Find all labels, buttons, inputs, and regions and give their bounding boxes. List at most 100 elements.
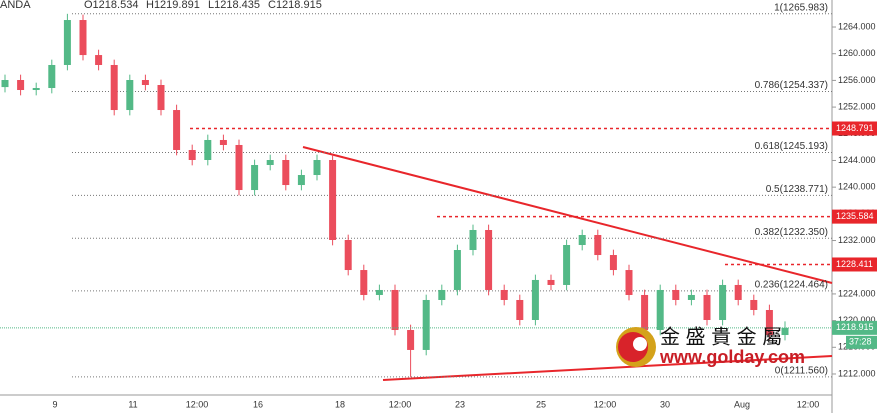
- candle-body: [469, 229, 477, 251]
- watermark-url: www.golday.com: [659, 347, 805, 367]
- candle-body: [438, 289, 446, 300]
- candle-body: [157, 85, 165, 111]
- candle-body: [313, 160, 321, 176]
- ohlc-high: H1219.891: [146, 0, 200, 11]
- candle-body: [594, 234, 602, 256]
- candle-body: [656, 289, 664, 331]
- y-tick-label: 1260.000: [838, 48, 876, 58]
- x-tick-label: 12:00: [186, 399, 209, 409]
- candle-body: [734, 284, 742, 300]
- x-tick-label: 18: [335, 399, 345, 409]
- candle-body: [173, 110, 181, 150]
- countdown-label: 37:28: [849, 337, 872, 347]
- fib-label: 0.5(1238.771): [766, 184, 828, 195]
- x-tick-label: 23: [455, 399, 465, 409]
- candle-body: [251, 165, 259, 191]
- watermark: 金 盛 貴 金 屬 www.golday.com: [616, 325, 805, 367]
- candle-body: [516, 299, 524, 321]
- level-tag: [832, 257, 877, 272]
- y-tick-label: 1252.000: [838, 101, 876, 111]
- fib-label: 1(1265.983): [774, 2, 828, 13]
- candle-body: [126, 80, 134, 111]
- candle-body: [48, 64, 56, 89]
- candle-body: [672, 289, 680, 300]
- candle-body: [578, 234, 586, 246]
- candle-body: [188, 149, 196, 161]
- x-tick-label: 16: [253, 399, 263, 409]
- candle-body: [266, 160, 274, 166]
- candle-body: [422, 299, 430, 350]
- candle-body: [765, 309, 773, 336]
- y-tick-label: 1232.000: [838, 235, 876, 245]
- header: ANDA O1218.534 H1219.891 L1218.435 C1218…: [0, 0, 322, 11]
- candle-body: [687, 294, 695, 300]
- level-tag-label: 1235.584: [836, 211, 874, 221]
- candle-body: [17, 80, 25, 91]
- candle-body: [32, 88, 40, 91]
- countdown-tag: [846, 335, 877, 349]
- candle-body: [110, 64, 118, 111]
- symbol: ANDA: [0, 0, 31, 11]
- candle-body: [609, 255, 617, 271]
- candle-body: [547, 279, 555, 285]
- last-price-tag: [832, 320, 877, 335]
- y-tick-label: 1240.000: [838, 182, 876, 192]
- x-tick-label: 11: [128, 399, 137, 409]
- candle-body: [703, 294, 711, 321]
- y-tick-label: 1220.000: [838, 315, 876, 325]
- ohlc-close: C1218.915: [268, 0, 322, 11]
- candle-body: [750, 299, 758, 310]
- candle-body: [79, 20, 87, 56]
- watermark-name: 金 盛 貴 金 屬: [660, 325, 782, 348]
- fib-label: 0.236(1224.464): [755, 279, 828, 290]
- y-tick-label: 1256.000: [838, 75, 876, 85]
- candle-body: [1, 80, 9, 88]
- candle-body: [485, 229, 493, 290]
- x-tick-label: 12:00: [797, 399, 820, 409]
- candle-body: [407, 330, 415, 350]
- candle-body: [219, 139, 227, 145]
- level-tag: [832, 209, 877, 224]
- x-tick-label: 9: [52, 399, 57, 409]
- logo-dot: [633, 337, 647, 351]
- candle-body: [360, 270, 368, 295]
- fib-label: 0.618(1245.193): [755, 141, 828, 152]
- level-tag-label: 1228.411: [836, 259, 873, 269]
- candle-body: [282, 160, 290, 186]
- fib-label: 0(1211.560): [775, 366, 828, 377]
- y-tick-label: 1212.000: [838, 368, 876, 378]
- candle-body: [625, 270, 633, 295]
- candle-body: [781, 327, 789, 336]
- candle-body: [375, 289, 383, 295]
- candle-body: [63, 20, 71, 65]
- fib-label: 0.382(1232.350): [755, 227, 828, 238]
- ohlc-low: L1218.435: [208, 0, 260, 11]
- fib-label: 0.786(1254.337): [755, 80, 828, 91]
- candle-body: [531, 279, 539, 321]
- last-price-label: 1218.915: [836, 322, 874, 332]
- y-tick-label: 1244.000: [838, 155, 876, 165]
- marks: [0, 13, 832, 378]
- x-tick-label: 12:00: [594, 399, 617, 409]
- candle-body: [297, 175, 305, 186]
- candle-body: [719, 284, 727, 321]
- trend-line: [302, 146, 833, 284]
- x-tick-label: 25: [536, 399, 546, 409]
- candle-body: [141, 80, 149, 86]
- candle-body: [500, 289, 508, 300]
- candle-body: [235, 144, 243, 191]
- ohlc-open: O1218.534: [84, 0, 138, 11]
- level-tag: [832, 121, 877, 136]
- candle-body: [641, 294, 649, 331]
- y-tick-label: 1224.000: [838, 288, 876, 298]
- x-tick-label: Aug: [734, 399, 750, 409]
- candle-body: [563, 245, 571, 285]
- candle-body: [344, 240, 352, 271]
- x-tick-label: 12:00: [389, 399, 412, 409]
- level-tag-label: 1248.791: [836, 123, 874, 133]
- candle-body: [204, 139, 212, 161]
- candle-body: [329, 160, 337, 241]
- x-tick-label: 30: [660, 399, 670, 409]
